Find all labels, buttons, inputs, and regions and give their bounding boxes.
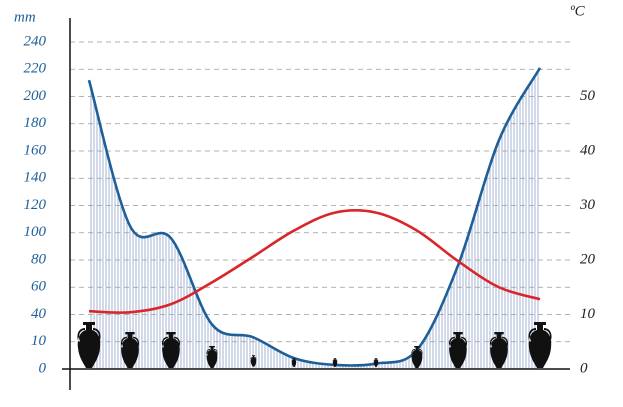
y-tick-label: 10 — [31, 333, 47, 349]
y-tick-label: 100 — [24, 224, 47, 240]
y2-tick-label: 50 — [580, 88, 596, 104]
y2-tick-label: 30 — [579, 197, 596, 213]
y-tick-label: 40 — [31, 306, 47, 322]
y2-tick-label: 10 — [580, 306, 596, 322]
y-tick-label: 180 — [24, 115, 47, 131]
precipitation-area — [89, 67, 540, 369]
series-line — [87, 67, 542, 367]
y2-tick-label: 40 — [580, 142, 596, 158]
y2-tick-label: 20 — [580, 251, 596, 267]
y-tick-label: 160 — [24, 142, 47, 158]
series-line — [88, 209, 541, 314]
y2-axis-label: ºC — [570, 3, 586, 19]
y2-tick-label: 0 — [580, 360, 588, 376]
y-tick-label: 240 — [24, 33, 47, 49]
y-tick-label: 200 — [24, 88, 47, 104]
y-tick-label: 60 — [31, 279, 47, 295]
y-tick-label: 80 — [31, 251, 47, 267]
y-tick-label: 120 — [24, 197, 47, 213]
y-tick-label: 0 — [39, 360, 47, 376]
y-axis-label: mm — [14, 9, 36, 25]
plot-area — [70, 41, 570, 369]
y-tick-label: 220 — [24, 61, 47, 77]
y-tick-label: 140 — [24, 170, 47, 186]
